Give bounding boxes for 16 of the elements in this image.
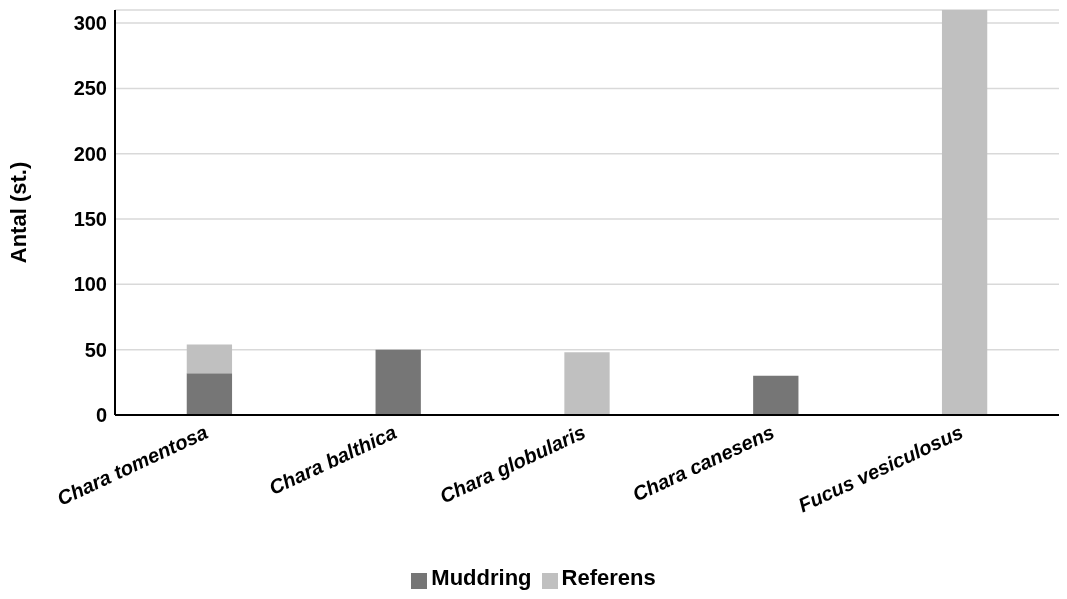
legend-label: Referens [561,565,656,590]
bar [941,10,988,415]
y-tick-label: 200 [73,142,107,165]
y-tick-label: 0 [95,404,107,427]
bar [186,373,233,415]
bar [753,375,799,415]
y-tick-label: 150 [73,208,107,231]
bar [186,344,233,374]
y-axis-title: Antal (st.) [5,161,31,264]
y-tick-label: 100 [73,273,107,296]
bar [375,349,421,415]
bar [564,352,610,415]
legend-label: Muddring [431,565,532,590]
y-tick-label: 250 [73,77,107,100]
y-tick-label: 300 [73,12,107,35]
y-tick-label: 50 [84,338,107,361]
